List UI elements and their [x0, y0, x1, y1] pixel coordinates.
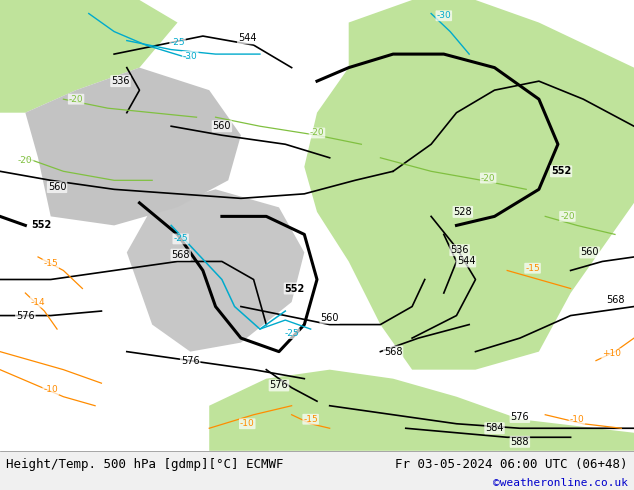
- Text: 568: 568: [171, 250, 190, 260]
- Text: -20: -20: [309, 128, 325, 138]
- Text: 568: 568: [605, 295, 624, 305]
- Text: 560: 560: [580, 247, 599, 257]
- Text: 576: 576: [510, 412, 529, 422]
- Text: -20: -20: [18, 155, 33, 165]
- Text: 544: 544: [238, 33, 257, 43]
- Polygon shape: [304, 0, 634, 369]
- Text: -14: -14: [30, 297, 46, 307]
- Text: -10: -10: [569, 415, 585, 424]
- Text: -10: -10: [43, 386, 58, 394]
- Text: -15: -15: [303, 415, 318, 424]
- Text: 576: 576: [16, 311, 35, 320]
- Text: 560: 560: [48, 182, 67, 192]
- Text: 552: 552: [31, 220, 51, 230]
- Text: 552: 552: [285, 284, 305, 294]
- Text: 584: 584: [485, 423, 504, 433]
- Text: 576: 576: [269, 380, 288, 391]
- Text: 528: 528: [453, 207, 472, 217]
- Text: +10: +10: [602, 349, 621, 358]
- Text: -30: -30: [436, 11, 451, 20]
- Text: -25: -25: [170, 38, 185, 48]
- Text: Fr 03-05-2024 06:00 UTC (06+48): Fr 03-05-2024 06:00 UTC (06+48): [395, 458, 628, 471]
- Text: 536: 536: [111, 76, 130, 86]
- Polygon shape: [0, 0, 178, 113]
- Text: 536: 536: [450, 245, 469, 255]
- Text: 544: 544: [456, 256, 476, 267]
- Polygon shape: [25, 68, 241, 225]
- Text: ©weatheronline.co.uk: ©weatheronline.co.uk: [493, 478, 628, 488]
- Polygon shape: [209, 369, 634, 451]
- Text: 560: 560: [320, 313, 339, 323]
- Text: 568: 568: [384, 346, 403, 357]
- Text: -15: -15: [43, 259, 58, 268]
- Polygon shape: [127, 189, 304, 352]
- Text: 588: 588: [510, 437, 529, 447]
- Text: -10: -10: [240, 419, 255, 428]
- Text: -30: -30: [183, 52, 198, 61]
- Text: -25: -25: [284, 329, 299, 338]
- Text: -20: -20: [481, 173, 496, 183]
- Text: -20: -20: [68, 95, 84, 104]
- Text: 560: 560: [212, 121, 231, 131]
- Text: 552: 552: [551, 166, 571, 176]
- Text: -15: -15: [525, 264, 540, 273]
- Text: -25: -25: [173, 234, 188, 244]
- Text: 576: 576: [181, 356, 200, 366]
- Text: -20: -20: [560, 212, 575, 221]
- Text: Height/Temp. 500 hPa [gdmp][°C] ECMWF: Height/Temp. 500 hPa [gdmp][°C] ECMWF: [6, 458, 284, 471]
